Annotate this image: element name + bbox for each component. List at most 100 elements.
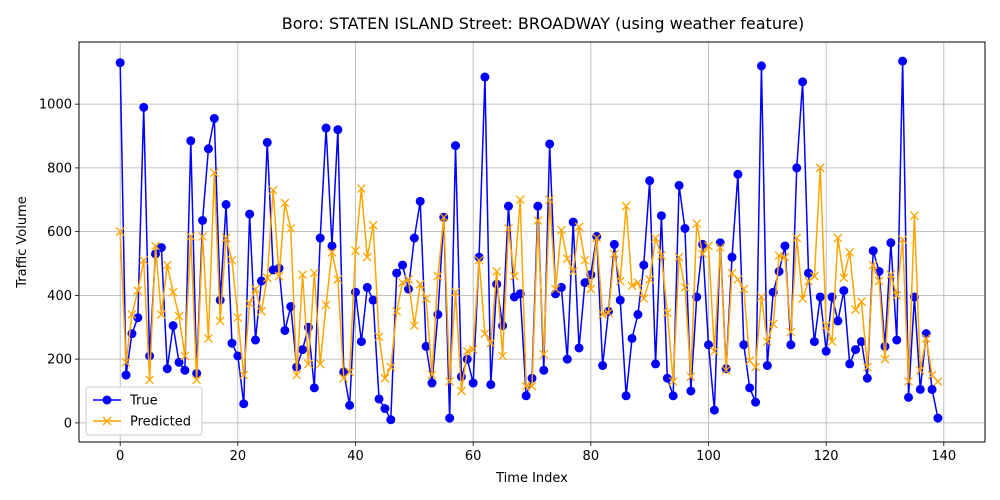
x-axis-label: Time Index — [495, 471, 568, 486]
data-point-predicted — [686, 372, 696, 382]
chart-title: Boro: STATEN ISLAND Street: BROADWAY (us… — [282, 14, 805, 33]
data-point-true — [621, 391, 631, 401]
data-point-predicted — [468, 345, 478, 355]
data-point-predicted — [580, 255, 590, 265]
data-point-true — [821, 346, 831, 356]
data-point-predicted — [198, 231, 208, 241]
data-point-predicted — [698, 249, 708, 259]
data-point-predicted — [268, 185, 278, 195]
x-tick-label: 60 — [465, 449, 482, 464]
data-point-predicted — [215, 316, 225, 326]
data-point-true — [751, 397, 761, 407]
data-point-predicted — [480, 329, 490, 339]
data-point-true — [927, 384, 937, 394]
data-point-predicted — [645, 274, 655, 284]
x-tick-label: 80 — [583, 449, 600, 464]
data-point-predicted — [445, 376, 455, 386]
data-point-true — [633, 310, 643, 320]
data-point-true — [515, 289, 525, 299]
plot-frame — [78, 41, 986, 443]
data-point-true — [239, 399, 249, 409]
data-point-true — [909, 292, 919, 302]
data-point-true — [145, 351, 155, 361]
data-point-true — [727, 252, 737, 262]
data-point-true — [321, 123, 331, 133]
data-point-predicted — [362, 252, 372, 262]
data-point-true — [280, 325, 290, 335]
data-point-predicted — [227, 255, 237, 265]
data-point-predicted — [345, 367, 355, 377]
data-point-true — [609, 239, 619, 249]
data-point-predicted — [780, 252, 790, 262]
data-point-true — [245, 209, 255, 219]
data-point-true — [221, 200, 231, 210]
legend-box — [85, 386, 203, 436]
data-point-predicted — [868, 260, 878, 270]
data-point-true — [156, 243, 166, 253]
data-point-true — [745, 383, 755, 393]
data-point-predicted — [315, 359, 325, 369]
data-point-true — [162, 364, 172, 374]
data-point-true — [733, 169, 743, 179]
x-tick-label: 20 — [230, 449, 247, 464]
data-point-predicted — [456, 386, 466, 396]
data-point-true — [627, 333, 637, 343]
data-point-predicted — [292, 370, 302, 380]
data-point-true — [250, 335, 260, 345]
data-point-true — [115, 58, 125, 68]
legend-label-predicted: Predicted — [130, 415, 191, 430]
data-point-true — [209, 113, 219, 123]
data-point-true — [256, 276, 266, 286]
data-point-predicted — [498, 351, 508, 361]
data-point-true — [668, 391, 678, 401]
data-point-predicted — [762, 337, 772, 347]
data-point-true — [327, 241, 337, 251]
data-point-true — [845, 359, 855, 369]
data-point-true — [933, 413, 943, 423]
data-point-predicted — [592, 233, 602, 243]
data-point-predicted — [403, 274, 413, 284]
data-point-true — [904, 392, 914, 402]
data-point-true — [598, 361, 608, 371]
data-point-predicted — [415, 279, 425, 289]
data-point-predicted — [351, 246, 360, 256]
data-point-true — [380, 404, 390, 414]
data-point-predicted — [492, 267, 502, 276]
data-point-true — [780, 241, 790, 251]
data-point-true — [539, 365, 549, 375]
y-tick-label: 1000 — [39, 98, 72, 113]
data-point-predicted — [786, 327, 796, 337]
data-point-predicted — [145, 375, 155, 385]
data-point-predicted — [286, 223, 296, 233]
data-point-predicted — [504, 223, 513, 233]
data-point-predicted — [245, 298, 255, 308]
data-point-predicted — [168, 287, 178, 297]
data-point-predicted — [862, 362, 872, 372]
data-point-predicted — [156, 310, 166, 319]
data-point-predicted — [751, 362, 761, 372]
data-point-predicted — [604, 308, 613, 318]
data-point-predicted — [627, 281, 637, 291]
data-point-predicted — [692, 219, 702, 229]
data-point-predicted — [433, 271, 443, 281]
data-point-predicted — [380, 373, 390, 383]
data-point-predicted — [568, 267, 578, 276]
legend-marker-true — [102, 395, 112, 405]
data-point-predicted — [309, 268, 319, 278]
y-tick-label: 600 — [47, 225, 72, 240]
data-point-true — [451, 141, 461, 151]
data-point-predicted — [368, 220, 378, 230]
data-point-predicted — [574, 222, 584, 232]
series-true — [115, 56, 943, 425]
data-point-true — [892, 335, 902, 345]
data-point-true — [798, 77, 808, 87]
data-point-predicted — [798, 294, 808, 304]
x-tick-label: 140 — [931, 449, 956, 464]
series-line-predicted — [119, 167, 939, 392]
data-point-predicted — [439, 212, 449, 222]
data-point-predicted — [886, 270, 896, 280]
data-point-true — [804, 268, 814, 278]
data-point-true — [203, 144, 213, 154]
y-tick-label: 400 — [47, 289, 72, 304]
data-point-predicted — [551, 284, 560, 294]
